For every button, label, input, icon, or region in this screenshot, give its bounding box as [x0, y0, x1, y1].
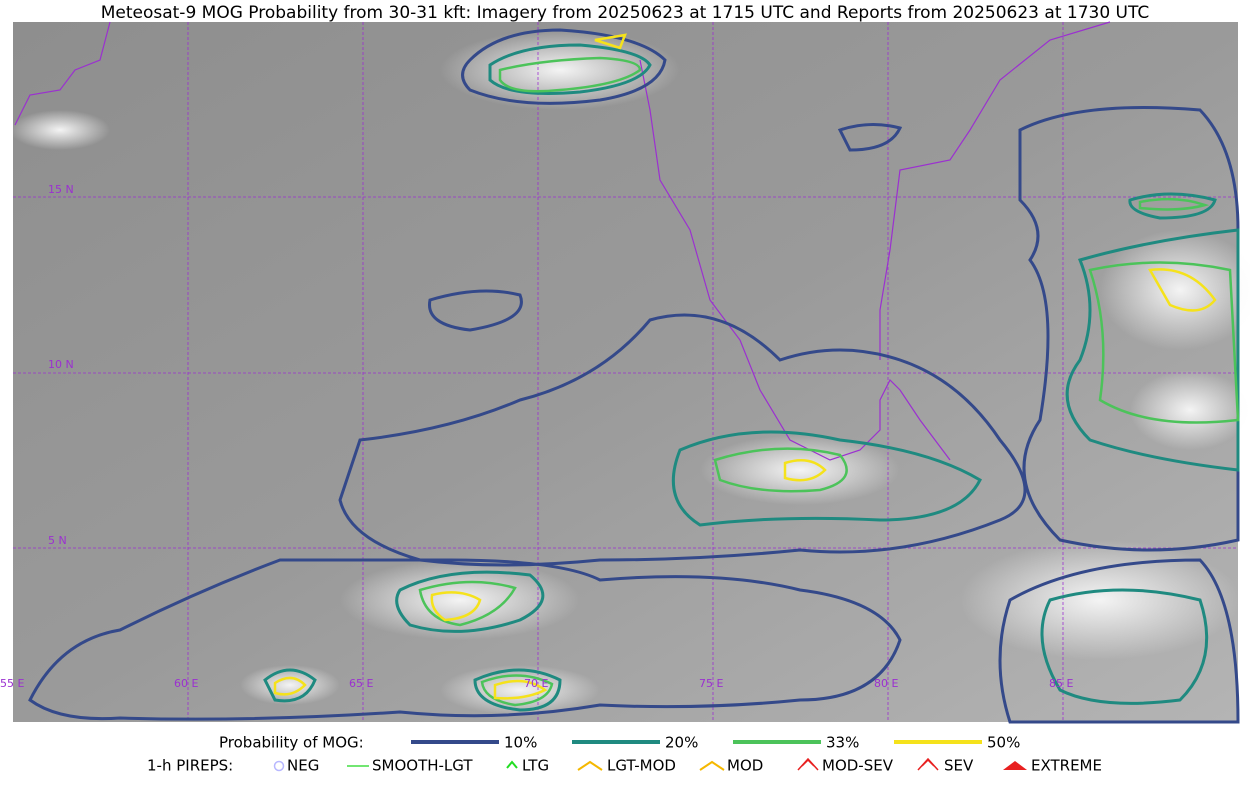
pirep-label: EXTREME [1031, 757, 1102, 775]
pirep-label: LGT-MOD [607, 757, 676, 775]
lon-label: 70 E [524, 677, 548, 690]
legend-label: 50% [987, 734, 1020, 752]
pirep-label: MOD [727, 757, 763, 775]
pirep-label: LTG [522, 757, 549, 775]
pirep-symbols [273, 757, 1027, 772]
lon-label: 65 E [349, 677, 373, 690]
title: Meteosat-9 MOG Probability from 30-31 kf… [101, 3, 1150, 23]
probability-contours [28, 28, 1240, 724]
grid-lines [13, 22, 1238, 722]
lon-label: 75 E [699, 677, 723, 690]
pirep-label: SEV [944, 757, 974, 775]
pirep-label: SMOOTH-LGT [372, 757, 473, 775]
lon-label: 80 E [874, 677, 898, 690]
legend-label: 33% [826, 734, 859, 752]
legend-label: 10% [504, 734, 537, 752]
map: 15 N 10 N 5 N 55 E 60 E 65 E 70 E 75 E 8… [0, 21, 1250, 724]
lon-label: 60 E [174, 677, 198, 690]
lon-label: 55 E [0, 677, 24, 690]
pirep-label: NEG [287, 757, 319, 775]
legend-title: 1-h PIREPS: [147, 757, 233, 775]
legend-title: Probability of MOG: [219, 734, 364, 752]
lon-label: 85 E [1049, 677, 1073, 690]
lat-label: 5 N [48, 534, 67, 547]
lat-label: 15 N [48, 183, 74, 196]
legend: Probability of MOG: 1-h PIREPS: NEG SMOO… [147, 734, 1102, 775]
lat-label: 10 N [48, 358, 74, 371]
legend-label: 20% [665, 734, 698, 752]
pirep-label: MOD-SEV [822, 757, 894, 775]
